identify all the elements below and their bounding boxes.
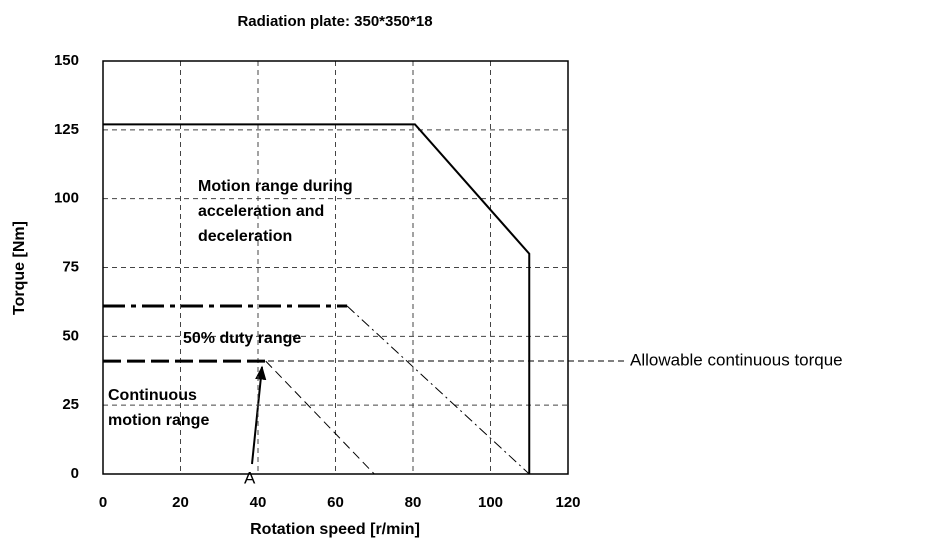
x-tick-label: 100 xyxy=(478,494,503,511)
series-line xyxy=(103,123,531,474)
y-tick-label: 100 xyxy=(54,190,79,207)
annotation: acceleration and xyxy=(198,203,324,220)
annotation: deceleration xyxy=(198,228,292,245)
y-tick-label: 0 xyxy=(71,465,79,482)
x-tick-label: 60 xyxy=(327,494,344,511)
y-tick-label: 50 xyxy=(62,327,79,344)
series-line xyxy=(265,360,375,475)
annotation: 50% duty range xyxy=(183,330,301,347)
series-line xyxy=(346,305,530,475)
annotation: motion range xyxy=(108,412,209,429)
arrow xyxy=(251,365,267,465)
annotation: Motion range during xyxy=(198,178,353,195)
x-axis-label: Rotation speed [r/min] xyxy=(250,521,420,538)
annotation: Allowable continuous torque xyxy=(630,350,843,369)
annotation: A xyxy=(244,468,256,487)
x-tick-label: 120 xyxy=(555,494,580,511)
y-tick-label: 75 xyxy=(62,258,79,275)
x-tick-label: 40 xyxy=(250,494,267,511)
x-tick-label: 0 xyxy=(99,494,107,511)
plot-frame xyxy=(102,60,569,475)
chart-title: Radiation plate: 350*350*18 xyxy=(237,13,432,30)
y-tick-label: 150 xyxy=(54,52,79,69)
y-tick-label: 25 xyxy=(62,396,79,413)
y-axis-label: Torque [Nm] xyxy=(11,221,28,315)
x-tick-label: 20 xyxy=(172,494,189,511)
annotation: Continuous xyxy=(108,387,197,404)
y-tick-label: 125 xyxy=(54,121,79,138)
x-tick-label: 80 xyxy=(405,494,422,511)
